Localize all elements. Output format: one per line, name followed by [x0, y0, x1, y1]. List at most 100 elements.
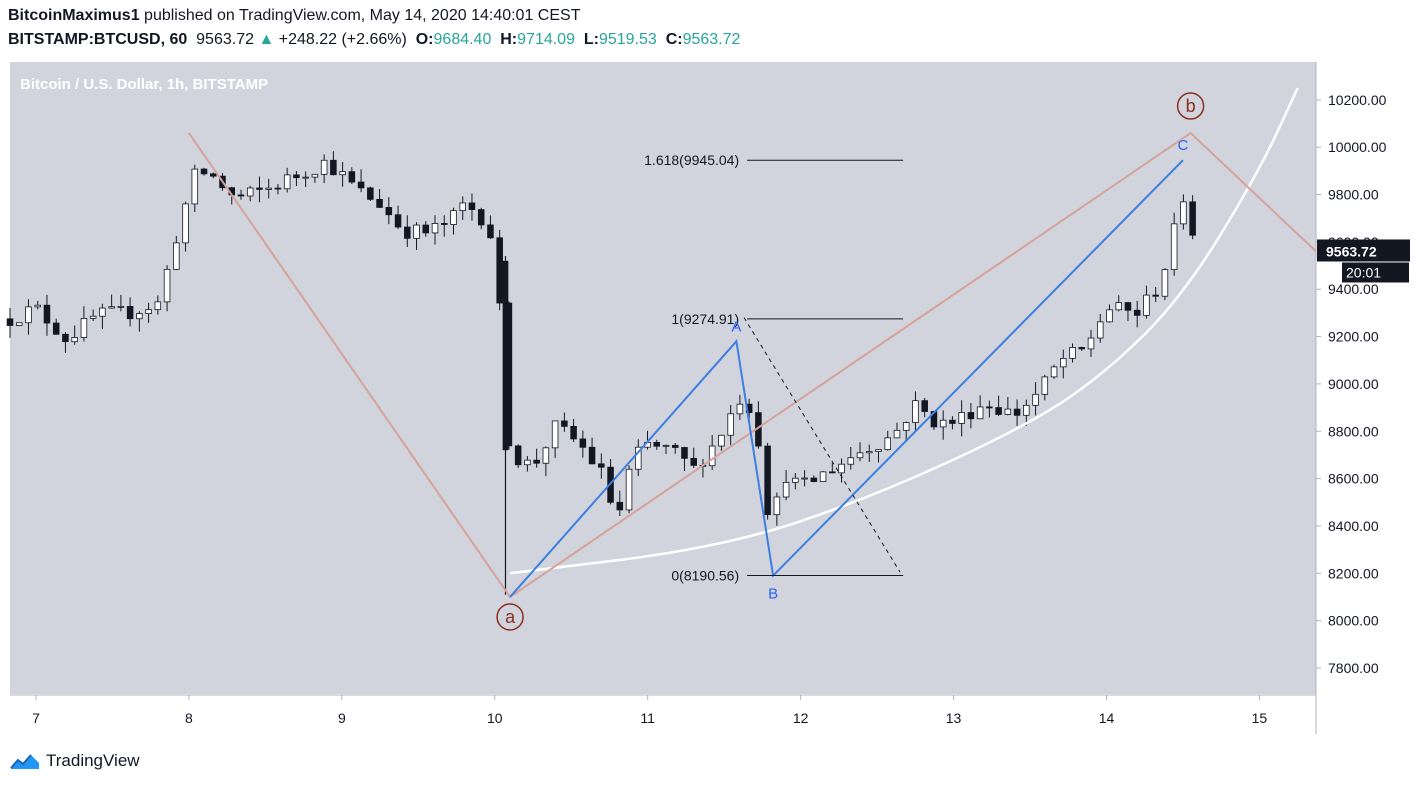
candle-body [265, 187, 272, 190]
candle-body [958, 412, 965, 424]
candle-body [367, 187, 374, 200]
drop-candle-body [502, 260, 509, 451]
candle-body [792, 477, 799, 483]
price-tick-label: 9400.00 [1328, 281, 1379, 297]
price-tick-label: 8800.00 [1328, 423, 1379, 439]
candle-body [967, 412, 975, 420]
candle-body [551, 420, 559, 449]
low-label: L: [583, 31, 599, 48]
candle-body [477, 209, 485, 226]
candle-body [145, 309, 152, 314]
candle-body [117, 306, 125, 308]
candles-group [6, 151, 1196, 526]
candle-body [782, 481, 790, 498]
support-curve [509, 87, 1299, 575]
chart-container[interactable]: Bitcoin / U.S. Dollar, 1h, BITSTAMP 7800.… [0, 58, 1415, 736]
open-label: O: [415, 31, 434, 48]
symbol-line: BITSTAMP:BTCUSD, 60 9563.72 ▲ +248.22 (+… [8, 31, 740, 49]
candle-body [1106, 309, 1113, 323]
candle-body [986, 406, 993, 409]
candle-body [182, 203, 189, 244]
close-value: 9563.72 [682, 31, 741, 48]
candle-body [1115, 302, 1122, 311]
candle-body [1124, 302, 1132, 311]
candle-body [570, 425, 577, 440]
candle-body [422, 224, 430, 234]
last-price-badge [1317, 239, 1410, 262]
candle-body [1189, 201, 1196, 236]
candle-body [653, 441, 661, 447]
candle-body [902, 422, 910, 431]
candle-body [126, 306, 134, 320]
candle-body [62, 333, 69, 343]
price-tick-label: 9800.00 [1328, 187, 1379, 203]
candle-body [385, 207, 393, 216]
candle-body [1096, 321, 1104, 339]
candle-body [154, 301, 162, 311]
candle-body [616, 501, 624, 511]
time-tick-label: 14 [1099, 710, 1115, 726]
candle-body [579, 438, 587, 448]
time-tick-label: 7 [32, 710, 40, 726]
price-tick-label: 9000.00 [1328, 376, 1379, 392]
time-tick-label: 15 [1252, 710, 1268, 726]
countdown-label: 20:01 [1346, 264, 1381, 280]
candle-body [949, 419, 956, 424]
candle-body [496, 237, 503, 304]
candle-body [413, 224, 420, 239]
candle-body [52, 322, 60, 335]
price-chart[interactable]: Bitcoin / U.S. Dollar, 1h, BITSTAMP 7800.… [0, 58, 1415, 736]
candle-body [43, 304, 51, 324]
fib-dashed-line [743, 317, 901, 573]
wave-blue-line [509, 159, 1184, 598]
change-up-icon: ▲ [258, 31, 275, 48]
tradingview-logo-icon [10, 754, 39, 769]
candle-body [1013, 408, 1021, 416]
candle-body [71, 337, 78, 343]
candle-body [108, 306, 115, 309]
price-tick-label: 8400.00 [1328, 518, 1379, 534]
candle-body [533, 459, 540, 464]
candle-body [865, 451, 873, 454]
candle-body [1180, 201, 1187, 225]
candle-body [810, 477, 818, 482]
candle-body [736, 403, 744, 415]
candle-body [838, 463, 845, 474]
candle-body [246, 187, 254, 197]
chart-title: Bitcoin / U.S. Dollar, 1h, BITSTAMP [20, 76, 268, 93]
candle-body [450, 210, 457, 225]
author-name[interactable]: BitcoinMaximus1 [8, 7, 140, 24]
candle-body [681, 447, 688, 459]
published-text: published on TradingView.com, May 14, 20… [144, 7, 581, 24]
candle-body [524, 459, 531, 466]
candle-body [283, 174, 291, 190]
candle-body [487, 224, 494, 239]
candle-body [1133, 309, 1141, 316]
candle-body [708, 445, 716, 467]
candle-body [1041, 376, 1049, 395]
price-tick-label: 8000.00 [1328, 613, 1379, 629]
price-tick-label: 7800.00 [1328, 660, 1379, 676]
candle-body [1143, 294, 1150, 316]
wave-label-C: C [1178, 137, 1189, 154]
open-value: 9684.40 [433, 31, 492, 48]
candle-body [718, 434, 725, 447]
candle-body [357, 181, 365, 189]
candle-body [1152, 294, 1159, 297]
candle-body [15, 322, 23, 326]
price-tick-label: 8200.00 [1328, 565, 1379, 581]
footer-brand[interactable]: TradingView [10, 748, 140, 774]
plot-area [10, 62, 1316, 694]
candle-body [80, 318, 88, 338]
symbol-label: BITSTAMP:BTCUSD, 60 [8, 31, 188, 48]
candle-body [1170, 223, 1178, 271]
candle-body [99, 307, 106, 317]
price-change: +248.22 (+2.66%) [278, 31, 407, 48]
candle-body [440, 223, 448, 225]
wave-brown-line [188, 131, 1317, 599]
candle-body [431, 223, 439, 234]
price-tick-label: 10000.00 [1328, 139, 1387, 155]
countdown-badge [1342, 262, 1409, 283]
candle-body [801, 477, 808, 480]
candle-body [635, 446, 642, 470]
